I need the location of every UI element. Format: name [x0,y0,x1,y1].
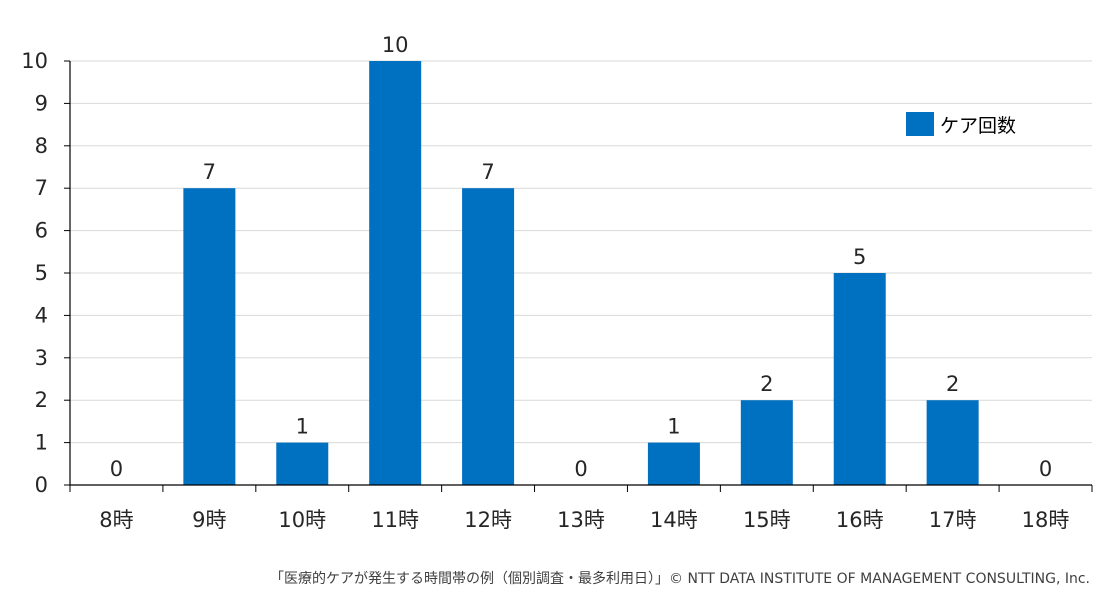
bar-9時 [183,188,236,485]
data-label-13時: 0 [574,457,587,481]
y-tick-label: 9 [35,91,48,115]
y-tick-label: 6 [35,219,48,243]
x-tick-label: 8時 [99,508,133,532]
legend-label-care-count: ケア回数 [940,115,1016,137]
x-tick-label: 12時 [464,508,512,532]
data-label-8時: 0 [110,457,123,481]
bar-14時 [647,442,700,485]
y-tick-label: 3 [35,346,48,370]
data-label-12時: 7 [481,160,494,184]
gridlines [70,60,1092,444]
x-tick-label: 17時 [929,508,977,532]
y-tick-label: 4 [35,303,48,327]
x-tick-label: 16時 [836,508,884,532]
y-tick-label: 10 [21,49,48,73]
data-labels: 0 7 1 10 7 0 1 2 5 2 0 [110,33,1052,481]
bar-16時 [833,273,886,485]
chart-caption: 「医療的ケアが発生する時間帯の例（個別調査・最多利用日）」© NTT DATA … [270,571,1090,587]
x-tick-label: 14時 [650,508,698,532]
legend: ケア回数 [906,112,1016,137]
bars [183,61,979,485]
bar-15時 [740,400,793,485]
data-label-11時: 10 [382,33,409,57]
legend-swatch-care-count [906,112,934,136]
data-label-15時: 2 [760,372,773,396]
data-label-17時: 2 [946,372,959,396]
y-tick-label: 5 [35,261,48,285]
bar-11時 [369,61,422,485]
bar-10時 [276,442,329,485]
x-tick-label: 10時 [278,508,326,532]
data-label-14時: 1 [667,415,680,439]
bar-17時 [926,400,979,485]
y-tick-label: 7 [35,176,48,200]
bar-12時 [462,188,515,485]
x-tick-label: 11時 [371,508,419,532]
data-label-18時: 0 [1039,457,1052,481]
y-tick-label: 1 [35,431,48,455]
y-tick-label: 0 [35,473,48,497]
y-tick-label: 2 [35,388,48,412]
x-tick-label: 15時 [743,508,791,532]
x-tick-label: 18時 [1022,508,1070,532]
data-label-9時: 7 [203,160,216,184]
data-label-10時: 1 [296,415,309,439]
data-label-16時: 5 [853,245,866,269]
x-tick-label: 13時 [557,508,605,532]
y-tick-label: 8 [35,134,48,158]
x-tick-label: 9時 [192,508,226,532]
